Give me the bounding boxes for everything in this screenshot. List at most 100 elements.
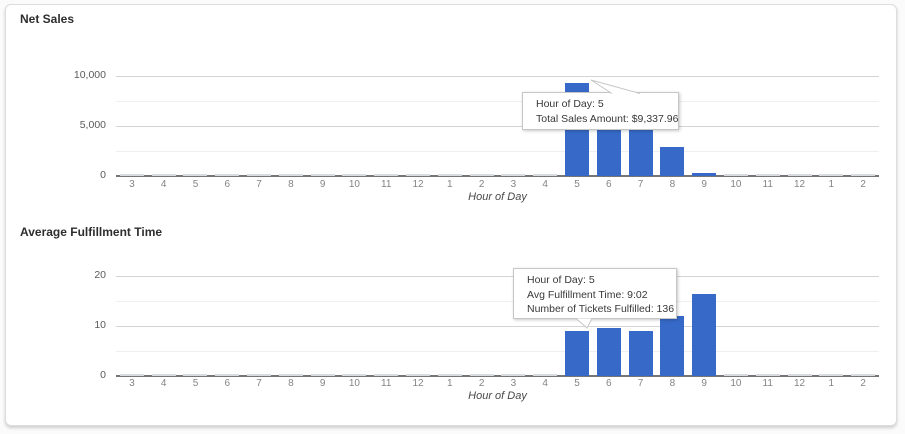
x-tick-label: 9 <box>319 179 326 190</box>
y-tick-label: 0 <box>100 168 106 181</box>
zero-dash <box>819 173 844 176</box>
x-tick-label: 3 <box>129 378 135 389</box>
x-axis-line <box>116 175 879 177</box>
zero-dash <box>851 373 876 376</box>
x-tick-label: 11 <box>381 179 392 190</box>
zero-dash <box>374 373 399 376</box>
zero-dash <box>119 173 144 176</box>
x-tick-label: 2 <box>860 378 866 389</box>
tooltip-callout-icon <box>575 318 593 329</box>
x-tick-label: 3 <box>510 179 517 190</box>
zero-dash <box>469 373 494 376</box>
gridline-minor <box>116 150 879 152</box>
x-tick-label: 10 <box>730 378 742 389</box>
x-tick-label: 5 <box>574 378 580 389</box>
x-tick-label: 4 <box>160 378 167 389</box>
net-sales-title: Net Sales <box>20 12 75 26</box>
zero-dash <box>247 373 272 376</box>
bar-hour-8[interactable] <box>660 146 684 176</box>
gridline-minor <box>116 350 879 352</box>
bar-hour-9[interactable] <box>692 293 716 376</box>
x-tick-label: 4 <box>160 179 167 190</box>
zero-dash <box>310 173 335 176</box>
bar-hour-7[interactable] <box>629 330 653 376</box>
zero-dash <box>406 173 431 176</box>
y-tick-label: 5,000 <box>79 118 106 131</box>
bar-hour-5[interactable] <box>565 330 589 376</box>
x-tick-label: 1 <box>447 179 453 190</box>
zero-dash <box>342 373 367 376</box>
zero-dash <box>247 173 272 176</box>
x-tick-label: 7 <box>256 179 262 190</box>
x-tick-label: 3 <box>129 179 135 190</box>
x-tick-label: 7 <box>637 378 644 389</box>
x-tick-label: 4 <box>542 378 548 389</box>
x-tick-label: 3 <box>510 378 517 389</box>
zero-dash <box>215 373 240 376</box>
zero-dash <box>755 173 780 176</box>
chart-tooltip: Hour of Day: 5 Total Sales Amount: $9,33… <box>522 92 679 130</box>
tooltip-line: Hour of Day: 5 <box>527 274 595 286</box>
zero-dash <box>533 173 558 176</box>
x-tick-label: 12 <box>793 179 806 190</box>
zero-dash <box>501 373 526 376</box>
x-tick-label: 10 <box>730 179 742 190</box>
zero-dash <box>787 373 812 376</box>
bar-hour-6[interactable] <box>597 327 621 376</box>
x-tick-label: 1 <box>828 378 835 389</box>
zero-dash <box>755 373 780 376</box>
y-tick-label: 10 <box>94 318 106 331</box>
bar-hour-7[interactable] <box>629 127 653 176</box>
tooltip-callout-icon <box>590 79 641 94</box>
bar-hour-9[interactable] <box>692 172 716 176</box>
zero-dash <box>851 173 876 176</box>
zero-dash <box>151 173 176 176</box>
x-tick-label: 5 <box>192 378 199 389</box>
gridline-minor <box>116 300 879 302</box>
x-tick-label: 2 <box>478 179 485 190</box>
tooltip-line: Number of Tickets Fulfilled: 136 <box>527 303 675 315</box>
x-tick-label: 6 <box>605 179 612 190</box>
x-tick-label: 8 <box>288 179 294 190</box>
x-tick-label: 2 <box>860 179 866 190</box>
bar-hour-8[interactable] <box>660 315 684 376</box>
x-tick-label: 1 <box>828 179 835 190</box>
zero-dash <box>723 373 748 376</box>
avg-fulfillment-title: Average Fulfillment Time <box>20 225 163 239</box>
x-tick-label: 1 <box>447 378 453 389</box>
tooltip-line: Total Sales Amount: $9,337.96 <box>536 112 679 125</box>
y-tick-label: 20 <box>94 268 106 281</box>
x-tick-label: 5 <box>192 179 199 190</box>
x-tick-label: 10 <box>348 378 360 389</box>
zero-dash <box>406 373 431 376</box>
zero-dash <box>278 173 303 176</box>
y-tick-label: 10,000 <box>73 68 106 81</box>
zero-dash <box>501 173 526 176</box>
x-tick-label: 9 <box>701 378 707 389</box>
x-tick-label: 6 <box>605 378 612 389</box>
chart-tooltip: Hour of Day: 5 Avg Fulfillment Time: 9:0… <box>513 268 677 319</box>
x-tick-label: 11 <box>762 179 773 190</box>
x-tick-label: 12 <box>793 378 806 389</box>
report-card <box>5 4 897 426</box>
zero-dash <box>723 173 748 176</box>
x-tick-label: 7 <box>256 378 262 389</box>
x-tick-label: 6 <box>224 179 231 190</box>
zero-dash <box>437 373 462 376</box>
zero-dash <box>342 173 367 176</box>
gridline-minor <box>116 100 879 102</box>
zero-dash <box>787 173 812 176</box>
x-tick-label: 12 <box>412 179 424 190</box>
x-tick-label: 10 <box>348 179 360 190</box>
gridline-major <box>116 125 879 127</box>
bar-hour-6[interactable] <box>597 126 621 176</box>
x-tick-label: 8 <box>669 378 676 389</box>
x-tick-label: 8 <box>669 179 676 190</box>
y-tick-label: 0 <box>100 368 106 381</box>
tooltip-line: Avg Fulfillment Time: 9:02 <box>527 288 648 301</box>
zero-dash <box>151 373 176 376</box>
gridline-major <box>116 275 879 277</box>
gridline-major <box>116 75 879 77</box>
gridline-major <box>116 325 879 327</box>
